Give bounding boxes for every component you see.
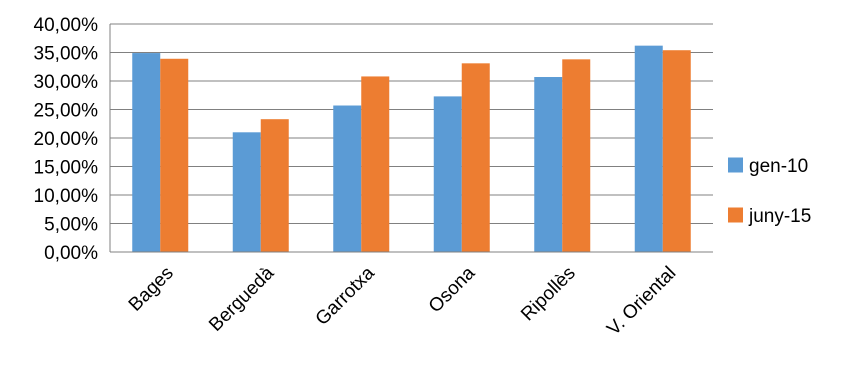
axis-lines	[109, 24, 713, 253]
bar-gen-10-Bages	[132, 53, 161, 252]
x-tick-label: Osona	[425, 262, 480, 317]
x-tick-label: Garrotxa	[312, 262, 379, 329]
y-axis-tick-labels: 0,00% 5,00% 10,00% 15,00% 20,00% 25,00% 30,00%…	[34, 15, 99, 264]
y-tick-label: 0,00%	[44, 243, 98, 264]
y-tick-label: 30,00%	[34, 72, 99, 93]
bar-gen-10-Garrotxa	[333, 105, 362, 252]
x-tick-label: Ripollès	[517, 263, 580, 326]
legend-label: juny-15	[748, 206, 811, 227]
y-tick-label: 35,00%	[34, 44, 99, 65]
bars	[132, 45, 691, 253]
y-tick-label: 40,00%	[34, 15, 99, 36]
bar-juny-15-Osona	[461, 63, 490, 252]
x-tick-label: Berguedà	[205, 262, 278, 335]
legend-swatch-juny-15	[728, 207, 743, 223]
x-tick-label: V. Oriental	[603, 263, 680, 340]
y-tick-label: 15,00%	[34, 158, 99, 179]
y-tick-label: 10,00%	[34, 186, 99, 207]
y-tick-label: 25,00%	[34, 101, 99, 122]
bar-gen-10-V. Oriental	[634, 45, 663, 252]
bar-gen-10-Berguedà	[232, 132, 261, 252]
y-tick-label: 20,00%	[34, 129, 99, 150]
bar-juny-15-Ripollès	[562, 59, 591, 253]
bar-gen-10-Osona	[433, 96, 462, 252]
bar-juny-15-Berguedà	[260, 119, 289, 252]
legend-label: gen-10	[749, 156, 808, 177]
y-tick-label: 5,00%	[44, 215, 98, 236]
x-tick-label: Bages	[125, 263, 178, 316]
bar-juny-15-V. Oriental	[662, 50, 691, 252]
x-axis-tick-labels: Bages Berguedà Garrotxa Osona Ripollès V. Ori…	[125, 262, 680, 339]
bar-juny-15-Garrotxa	[361, 76, 390, 252]
bar-juny-15-Bages	[160, 58, 189, 252]
bar-gen-10-Ripollès	[534, 77, 563, 252]
legend: gen-10 juny-15	[728, 156, 811, 227]
legend-swatch-gen-10	[728, 157, 743, 173]
gridlines	[110, 23, 713, 253]
